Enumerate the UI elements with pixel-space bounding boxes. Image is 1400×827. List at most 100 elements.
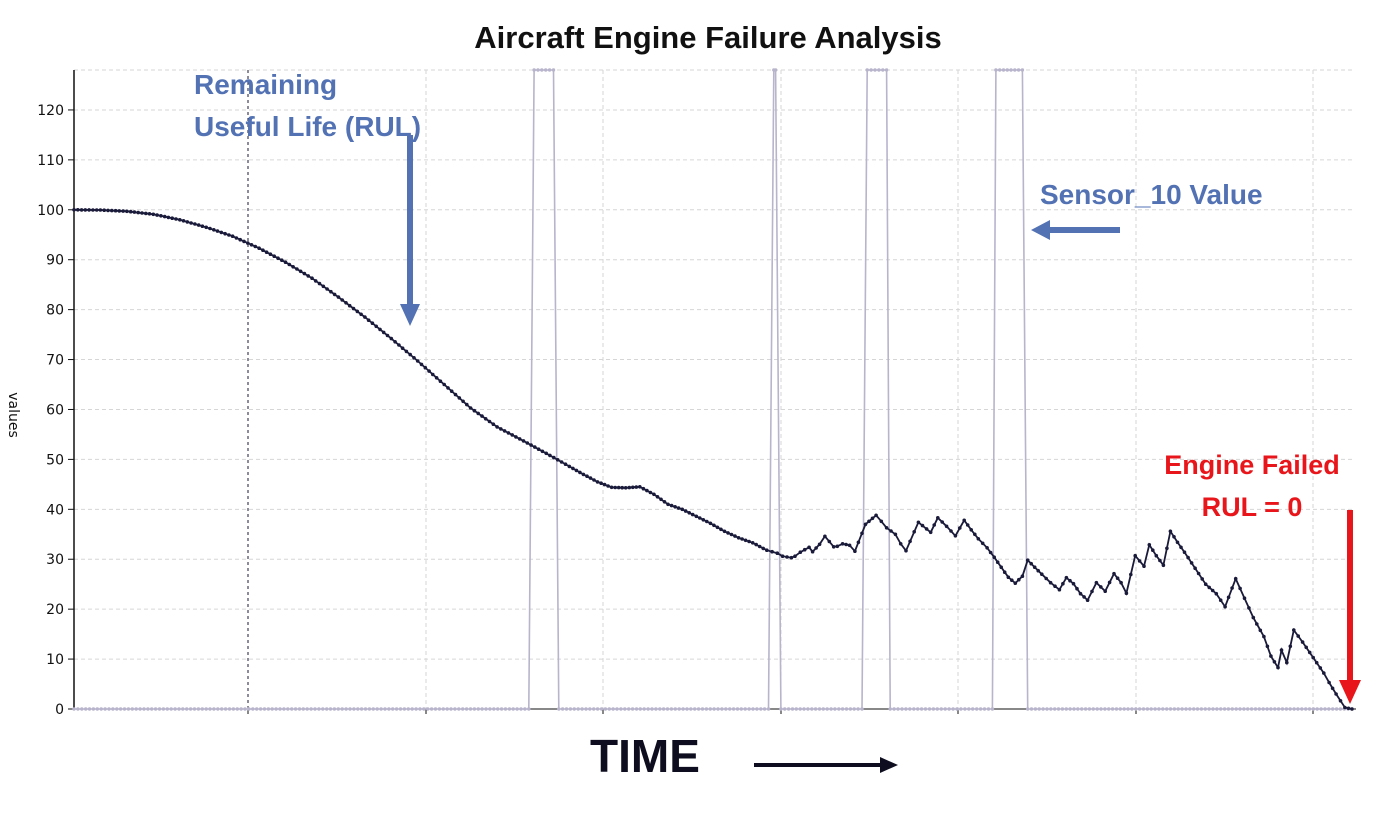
- data-point: [681, 707, 685, 711]
- data-point: [1068, 707, 1072, 711]
- data-point: [153, 707, 158, 711]
- data-point: [381, 330, 386, 335]
- data-point: [1269, 654, 1273, 658]
- data-point: [332, 707, 337, 711]
- data-point: [611, 707, 615, 711]
- data-point: [1246, 707, 1250, 711]
- data-point: [483, 417, 488, 421]
- data-point: [472, 707, 477, 711]
- data-point: [268, 252, 273, 256]
- data-point: [1061, 581, 1065, 586]
- data-point: [552, 455, 556, 460]
- data-point: [837, 707, 841, 711]
- data-point: [84, 707, 88, 711]
- data-point: [712, 707, 716, 711]
- data-point: [117, 209, 122, 213]
- data-point: [559, 460, 564, 464]
- data-point: [87, 707, 92, 711]
- data-point: [344, 301, 348, 305]
- data-point: [1118, 707, 1123, 711]
- data-point: [212, 228, 216, 232]
- data-point: [944, 524, 949, 529]
- data-point: [780, 554, 785, 558]
- data-point: [729, 532, 734, 537]
- data-point: [860, 707, 864, 711]
- data-point: [261, 248, 265, 252]
- data-point: [785, 555, 789, 559]
- data-point: [515, 707, 519, 711]
- data-point: [708, 707, 712, 711]
- data-point: [560, 707, 565, 711]
- data-point: [1311, 655, 1315, 660]
- data-point: [765, 548, 769, 552]
- data-point: [344, 707, 348, 711]
- data-point: [986, 707, 991, 711]
- data-point: [99, 707, 103, 711]
- data-point: [415, 359, 420, 363]
- annotation-rul-line-2: Useful Life (RUL): [194, 111, 421, 142]
- data-point: [1257, 707, 1262, 711]
- data-point: [912, 530, 916, 534]
- data-point: [980, 541, 985, 546]
- data-point: [540, 449, 545, 454]
- data-point: [1154, 553, 1159, 558]
- data-point: [967, 707, 971, 711]
- data-point: [1199, 707, 1204, 711]
- data-point: [924, 527, 929, 531]
- data-point: [1238, 586, 1242, 591]
- data-point: [91, 707, 96, 711]
- data-point: [609, 485, 614, 490]
- data-point: [204, 225, 208, 230]
- data-point: [1285, 660, 1289, 665]
- data-point: [1161, 563, 1166, 567]
- data-point: [367, 707, 372, 711]
- data-point: [773, 68, 778, 72]
- data-point: [631, 485, 635, 490]
- data-point: [496, 707, 500, 711]
- data-point: [238, 237, 242, 242]
- data-point: [115, 707, 119, 711]
- data-point: [627, 485, 632, 490]
- data-point: [397, 343, 401, 347]
- data-point: [1129, 572, 1133, 577]
- data-point: [1307, 650, 1312, 655]
- data-point: [829, 707, 833, 711]
- data-point: [1288, 644, 1293, 649]
- data-point: [879, 519, 884, 524]
- data-point: [243, 707, 247, 711]
- y-tick-label: 70: [46, 353, 64, 369]
- data-point: [208, 226, 212, 231]
- data-point: [747, 539, 751, 544]
- data-point: [1276, 707, 1281, 711]
- data-point: [173, 707, 177, 711]
- annotation-failure-line-1: Engine Failed: [1164, 450, 1340, 480]
- data-point: [325, 287, 329, 291]
- data-point: [990, 707, 995, 711]
- data-point: [616, 485, 621, 490]
- data-point: [719, 527, 723, 532]
- data-point: [321, 707, 325, 711]
- data-point: [423, 365, 428, 370]
- y-tick-label: 100: [37, 203, 64, 219]
- data-point: [689, 707, 693, 711]
- data-point: [1130, 707, 1134, 711]
- data-point: [712, 523, 716, 528]
- data-point: [867, 519, 871, 524]
- data-point: [1010, 578, 1014, 582]
- data-point: [295, 267, 299, 271]
- data-point: [253, 244, 258, 249]
- data-point: [130, 707, 134, 711]
- data-point: [564, 707, 569, 711]
- data-point: [623, 486, 628, 490]
- data-point: [347, 303, 352, 308]
- data-point: [200, 224, 205, 228]
- data-point: [502, 429, 507, 433]
- data-point: [623, 707, 627, 711]
- data-point: [1242, 707, 1246, 711]
- data-point: [1279, 648, 1284, 652]
- data-point: [978, 707, 983, 711]
- data-point: [1230, 586, 1234, 590]
- axes: [68, 70, 1356, 714]
- data-point: [694, 514, 699, 519]
